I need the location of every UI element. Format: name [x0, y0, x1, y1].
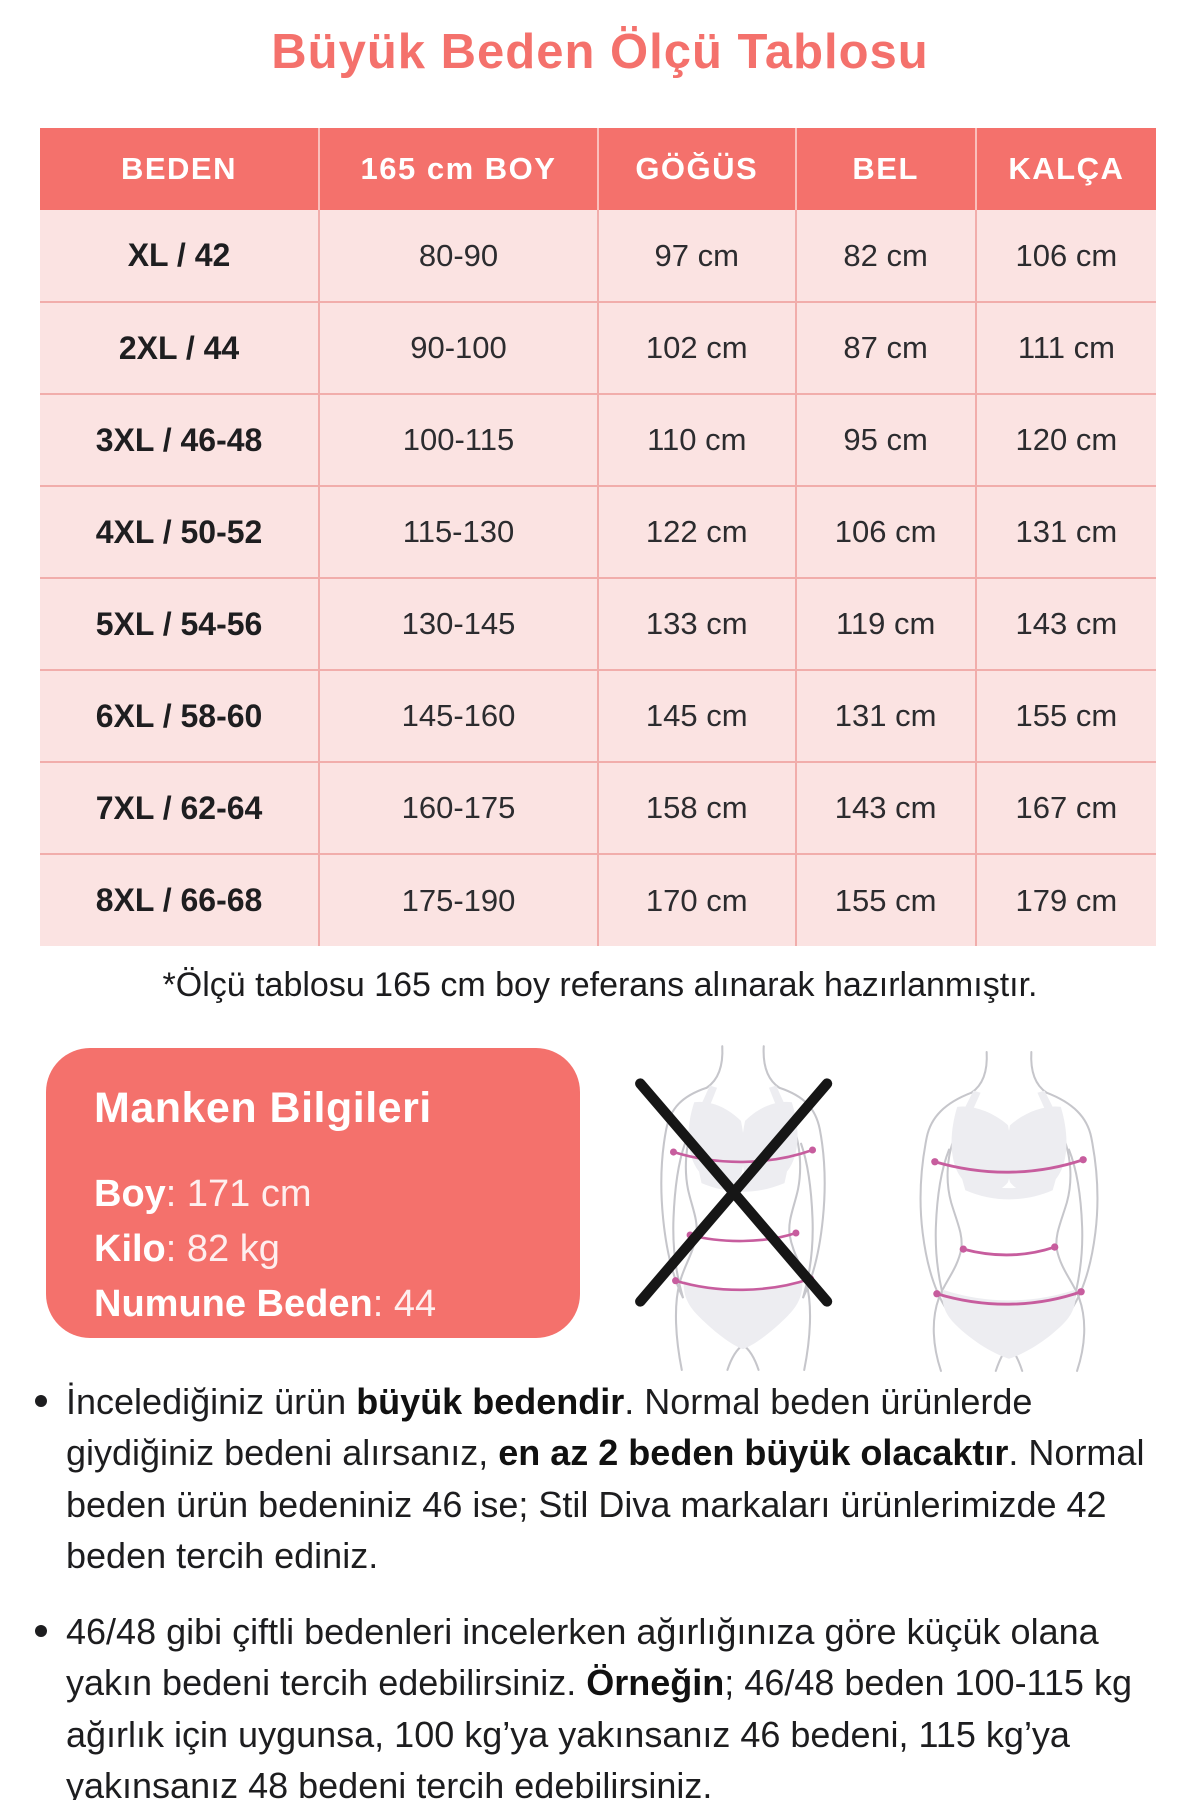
- note-text: . Normal beden ürün bedeniniz 46 ise; St…: [66, 1432, 1145, 1577]
- table-row: 3XL / 46-48 100-115 110 cm 95 cm 120 cm: [40, 393, 1156, 486]
- column-header: BEL: [795, 128, 977, 210]
- size-table-header: BEDEN 165 cm BOY GÖĞÜS BEL KALÇA: [40, 128, 1156, 210]
- measurement-cell: 97 cm: [598, 210, 797, 302]
- measurement-cell: 100-115: [319, 393, 599, 486]
- size-cell: 3XL / 46-48: [40, 393, 320, 486]
- measurement-cell: 167 cm: [975, 761, 1156, 854]
- measurement-cell: 155 cm: [795, 853, 977, 946]
- note-bold-text: büyük bedendir: [356, 1381, 625, 1422]
- table-row: 6XL / 58-60 145-160 145 cm 131 cm 155 cm: [40, 669, 1156, 762]
- header-row: BEDEN 165 cm BOY GÖĞÜS BEL KALÇA: [40, 128, 1156, 210]
- measurement-cell: 175-190: [319, 853, 599, 946]
- panties-shape: [683, 1280, 803, 1350]
- note-text: İncelediğiniz ürün: [66, 1381, 357, 1422]
- measurement-cell: 170 cm: [598, 853, 797, 946]
- column-header: 165 cm BOY: [319, 128, 599, 210]
- size-table-body: XL / 42 80-90 97 cm 82 cm 106 cm 2XL / 44 90-1…: [40, 210, 1156, 946]
- measurement-cell: 143 cm: [795, 761, 977, 854]
- measurement-lines: [931, 1156, 1087, 1306]
- table-row: 7XL / 62-64 160-175 158 cm 143 cm 167 cm: [40, 761, 1156, 854]
- table-row: 8XL / 66-68 175-190 170 cm 155 cm 179 cm: [40, 853, 1156, 946]
- model-info-label: Boy: [94, 1173, 166, 1215]
- measurement-cell: 110 cm: [598, 393, 797, 486]
- measurement-cell: 131 cm: [795, 669, 977, 762]
- panties-shape: [942, 1289, 1076, 1359]
- measurement-cell: 102 cm: [598, 301, 797, 394]
- measurement-cell: 115-130: [319, 485, 599, 578]
- size-cell: 5XL / 54-56: [40, 577, 320, 670]
- measurement-cell: 80-90: [319, 210, 599, 302]
- model-info-line: Kilo: 82 kg: [94, 1228, 280, 1271]
- measurement-cell: 119 cm: [795, 577, 977, 670]
- model-info-card: Manken Bilgileri Boy: 171 cm Kilo: 82 kg N…: [46, 1048, 580, 1338]
- measurement-cell: 95 cm: [795, 393, 977, 486]
- note-text: . Normal beden ürünlerde giydiğiniz bede…: [66, 1381, 1033, 1474]
- measurement-figures: [612, 1040, 1160, 1375]
- measurement-cell: 130-145: [319, 577, 599, 670]
- size-table: BEDEN 165 cm BOY GÖĞÜS BEL KALÇA XL / 42 80-9…: [40, 128, 1156, 946]
- plus-size-body-svg: [919, 1051, 1099, 1372]
- cross-out-mark: [635, 1078, 833, 1307]
- table-row: 2XL / 44 90-100 102 cm 87 cm 111 cm: [40, 301, 1156, 394]
- note-bold-text: en az 2 beden büyük olacaktır: [498, 1432, 1009, 1474]
- size-cell: 4XL / 50-52: [40, 485, 320, 578]
- measurement-cell: 145 cm: [598, 669, 797, 762]
- measurement-cell: 145-160: [319, 669, 599, 762]
- column-header: GÖĞÜS: [598, 128, 797, 210]
- measurement-cell: 122 cm: [598, 485, 797, 578]
- note-item: 46/48 gibi çiftli bedenleri incelerken a…: [30, 1606, 1180, 1800]
- measurement-cell: 143 cm: [975, 577, 1156, 670]
- measurement-cell: 106 cm: [975, 210, 1156, 302]
- size-cell: XL / 42: [40, 210, 320, 302]
- measurement-cell: 179 cm: [975, 853, 1156, 946]
- model-info-label: Kilo: [94, 1228, 166, 1271]
- model-info-label: Numune Beden: [94, 1283, 373, 1326]
- measurement-cell: 155 cm: [975, 669, 1156, 762]
- measurement-cell: 160-175: [319, 761, 599, 854]
- bra-shape: [951, 1090, 1067, 1200]
- measurement-cell: 158 cm: [598, 761, 797, 854]
- slim-body-svg: [635, 1045, 833, 1371]
- model-info-title: Manken Bilgileri: [94, 1084, 432, 1132]
- table-footnote: *Ölçü tablosu 165 cm boy referans alınar…: [162, 966, 1038, 1004]
- measurement-cell: 82 cm: [795, 210, 977, 302]
- note-text: 46/48 gibi çiftli bedenleri incelerken a…: [66, 1610, 1099, 1704]
- table-row: XL / 42 80-90 97 cm 82 cm 106 cm: [40, 210, 1156, 302]
- measurement-cell: 131 cm: [975, 485, 1156, 578]
- table-row: 5XL / 54-56 130-145 133 cm 119 cm 143 cm: [40, 577, 1156, 670]
- model-info-line: Numune Beden: 44: [94, 1283, 437, 1326]
- table-row: 4XL / 50-52 115-130 122 cm 106 cm 131 cm: [40, 485, 1156, 578]
- size-cell: 2XL / 44: [40, 301, 320, 394]
- measurement-cell: 111 cm: [975, 301, 1156, 394]
- note-item: İncelediğiniz ürün büyük bedendir. Norma…: [30, 1376, 1180, 1582]
- page-title: Büyük Beden Ölçü Tablosu: [271, 25, 929, 79]
- slim-body-crossed-icon: [612, 1040, 874, 1372]
- note-text: ; 46/48 beden 100-115 kg ağırlık için uy…: [66, 1662, 1132, 1800]
- plus-size-body-icon: [878, 1048, 1140, 1373]
- model-info-line: Boy: 171 cm: [94, 1173, 312, 1215]
- measurement-cell: 87 cm: [795, 301, 977, 394]
- size-cell: 7XL / 62-64: [40, 761, 320, 854]
- size-cell: 8XL / 66-68: [40, 853, 320, 946]
- column-header: KALÇA: [975, 128, 1156, 210]
- measurement-cell: 120 cm: [975, 393, 1156, 486]
- model-info-lines: Boy: 171 cm Kilo: 82 kg Numune Beden: 44: [94, 1167, 550, 1332]
- sizing-notes-list: İncelediğiniz ürün büyük bedendir. Norma…: [30, 1376, 1180, 1800]
- measurement-cell: 106 cm: [795, 485, 977, 578]
- measurement-cell: 90-100: [319, 301, 599, 394]
- column-header: BEDEN: [40, 128, 320, 210]
- size-cell: 6XL / 58-60: [40, 669, 320, 762]
- measurement-cell: 133 cm: [598, 577, 797, 670]
- note-bold-text: Örneğin: [586, 1662, 725, 1704]
